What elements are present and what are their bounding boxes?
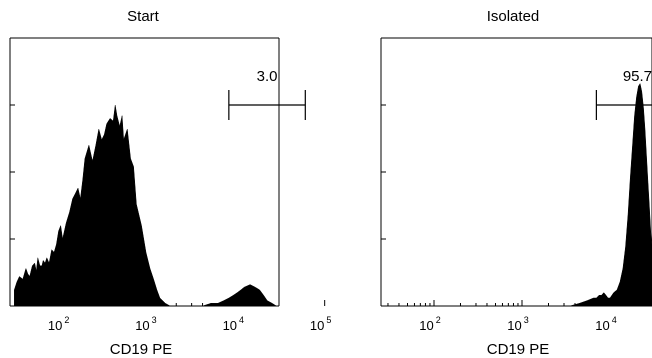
x-tick-label: 10 5 [310,315,331,333]
chart-title: Start [127,8,160,25]
panel-start: Start 10 2 10 3 10 4 10 5 CD19 PE 3.0 [9,8,331,358]
x-tick-label: 10 3 [135,315,156,333]
x-tick-label: 10 3 [507,315,528,333]
chart-title: Isolated [487,8,540,25]
gate-marker: 3.0 [228,68,306,120]
histogram-area [14,104,278,307]
x-axis-label: CD19 PE [487,341,550,358]
x-tick-label: 10 2 [419,315,440,333]
x-tick-label: 10 2 [48,315,69,333]
x-tick-label: 10 4 [595,315,616,333]
x-tick-label: 10 4 [223,315,244,333]
gate-percentage-label: 95.7 [623,68,652,85]
gate-marker: 95.7 [595,68,652,120]
x-axis-label: CD19 PE [110,341,173,358]
histogram-area [569,82,652,307]
gate-percentage-label: 3.0 [257,68,278,85]
